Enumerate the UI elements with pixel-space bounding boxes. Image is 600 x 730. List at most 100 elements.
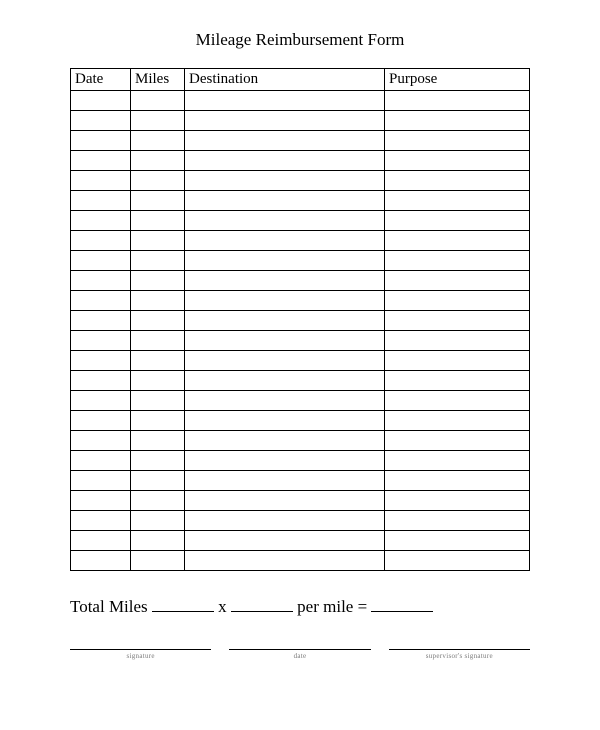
table-cell[interactable] bbox=[71, 250, 131, 270]
table-cell[interactable] bbox=[185, 410, 385, 430]
table-cell[interactable] bbox=[385, 310, 530, 330]
table-cell[interactable] bbox=[185, 510, 385, 530]
table-cell[interactable] bbox=[71, 210, 131, 230]
table-cell[interactable] bbox=[71, 410, 131, 430]
table-cell[interactable] bbox=[185, 430, 385, 450]
table-cell[interactable] bbox=[71, 490, 131, 510]
table-cell[interactable] bbox=[185, 230, 385, 250]
table-cell[interactable] bbox=[71, 190, 131, 210]
table-cell[interactable] bbox=[185, 310, 385, 330]
table-cell[interactable] bbox=[131, 390, 185, 410]
table-cell[interactable] bbox=[131, 330, 185, 350]
table-cell[interactable] bbox=[131, 110, 185, 130]
table-cell[interactable] bbox=[131, 190, 185, 210]
signature-line[interactable] bbox=[70, 649, 211, 650]
table-cell[interactable] bbox=[185, 190, 385, 210]
table-cell[interactable] bbox=[385, 430, 530, 450]
table-cell[interactable] bbox=[131, 350, 185, 370]
table-cell[interactable] bbox=[185, 490, 385, 510]
table-cell[interactable] bbox=[131, 150, 185, 170]
table-cell[interactable] bbox=[185, 90, 385, 110]
table-cell[interactable] bbox=[185, 210, 385, 230]
table-cell[interactable] bbox=[185, 110, 385, 130]
table-cell[interactable] bbox=[71, 550, 131, 570]
table-cell[interactable] bbox=[385, 490, 530, 510]
table-cell[interactable] bbox=[71, 350, 131, 370]
table-cell[interactable] bbox=[185, 290, 385, 310]
table-cell[interactable] bbox=[185, 350, 385, 370]
table-cell[interactable] bbox=[71, 450, 131, 470]
table-cell[interactable] bbox=[185, 270, 385, 290]
table-cell[interactable] bbox=[131, 270, 185, 290]
table-cell[interactable] bbox=[185, 390, 385, 410]
table-cell[interactable] bbox=[385, 150, 530, 170]
table-cell[interactable] bbox=[185, 470, 385, 490]
total-amount-field[interactable] bbox=[371, 598, 433, 612]
table-cell[interactable] bbox=[71, 130, 131, 150]
total-miles-field[interactable] bbox=[152, 598, 214, 612]
table-cell[interactable] bbox=[185, 150, 385, 170]
table-cell[interactable] bbox=[385, 530, 530, 550]
date-line[interactable] bbox=[229, 649, 370, 650]
table-cell[interactable] bbox=[385, 510, 530, 530]
table-cell[interactable] bbox=[131, 310, 185, 330]
table-cell[interactable] bbox=[71, 530, 131, 550]
table-cell[interactable] bbox=[185, 450, 385, 470]
table-cell[interactable] bbox=[131, 250, 185, 270]
table-cell[interactable] bbox=[71, 510, 131, 530]
table-cell[interactable] bbox=[71, 330, 131, 350]
table-cell[interactable] bbox=[385, 270, 530, 290]
table-cell[interactable] bbox=[71, 110, 131, 130]
table-cell[interactable] bbox=[385, 470, 530, 490]
table-cell[interactable] bbox=[131, 550, 185, 570]
table-cell[interactable] bbox=[385, 130, 530, 150]
table-cell[interactable] bbox=[131, 410, 185, 430]
table-cell[interactable] bbox=[71, 90, 131, 110]
rate-field[interactable] bbox=[231, 598, 293, 612]
table-cell[interactable] bbox=[185, 550, 385, 570]
table-cell[interactable] bbox=[185, 530, 385, 550]
table-cell[interactable] bbox=[131, 510, 185, 530]
table-cell[interactable] bbox=[385, 190, 530, 210]
table-cell[interactable] bbox=[71, 430, 131, 450]
table-cell[interactable] bbox=[71, 310, 131, 330]
table-cell[interactable] bbox=[385, 290, 530, 310]
table-cell[interactable] bbox=[71, 370, 131, 390]
table-cell[interactable] bbox=[385, 350, 530, 370]
table-cell[interactable] bbox=[131, 470, 185, 490]
supervisor-signature-line[interactable] bbox=[389, 649, 530, 650]
table-cell[interactable] bbox=[71, 230, 131, 250]
table-cell[interactable] bbox=[131, 490, 185, 510]
table-cell[interactable] bbox=[385, 210, 530, 230]
table-cell[interactable] bbox=[385, 370, 530, 390]
table-cell[interactable] bbox=[385, 170, 530, 190]
table-cell[interactable] bbox=[185, 370, 385, 390]
table-cell[interactable] bbox=[71, 470, 131, 490]
table-cell[interactable] bbox=[385, 450, 530, 470]
table-cell[interactable] bbox=[71, 390, 131, 410]
table-cell[interactable] bbox=[71, 170, 131, 190]
table-cell[interactable] bbox=[71, 290, 131, 310]
table-cell[interactable] bbox=[131, 210, 185, 230]
table-cell[interactable] bbox=[185, 170, 385, 190]
table-cell[interactable] bbox=[131, 90, 185, 110]
table-cell[interactable] bbox=[385, 550, 530, 570]
table-cell[interactable] bbox=[131, 130, 185, 150]
table-cell[interactable] bbox=[385, 390, 530, 410]
table-cell[interactable] bbox=[185, 130, 385, 150]
table-cell[interactable] bbox=[71, 270, 131, 290]
table-cell[interactable] bbox=[131, 230, 185, 250]
table-cell[interactable] bbox=[385, 410, 530, 430]
table-cell[interactable] bbox=[131, 170, 185, 190]
table-cell[interactable] bbox=[385, 250, 530, 270]
table-cell[interactable] bbox=[185, 330, 385, 350]
table-cell[interactable] bbox=[385, 330, 530, 350]
table-cell[interactable] bbox=[131, 450, 185, 470]
table-cell[interactable] bbox=[131, 430, 185, 450]
table-cell[interactable] bbox=[131, 370, 185, 390]
table-cell[interactable] bbox=[131, 530, 185, 550]
table-cell[interactable] bbox=[385, 90, 530, 110]
table-cell[interactable] bbox=[185, 250, 385, 270]
table-cell[interactable] bbox=[131, 290, 185, 310]
table-cell[interactable] bbox=[385, 230, 530, 250]
